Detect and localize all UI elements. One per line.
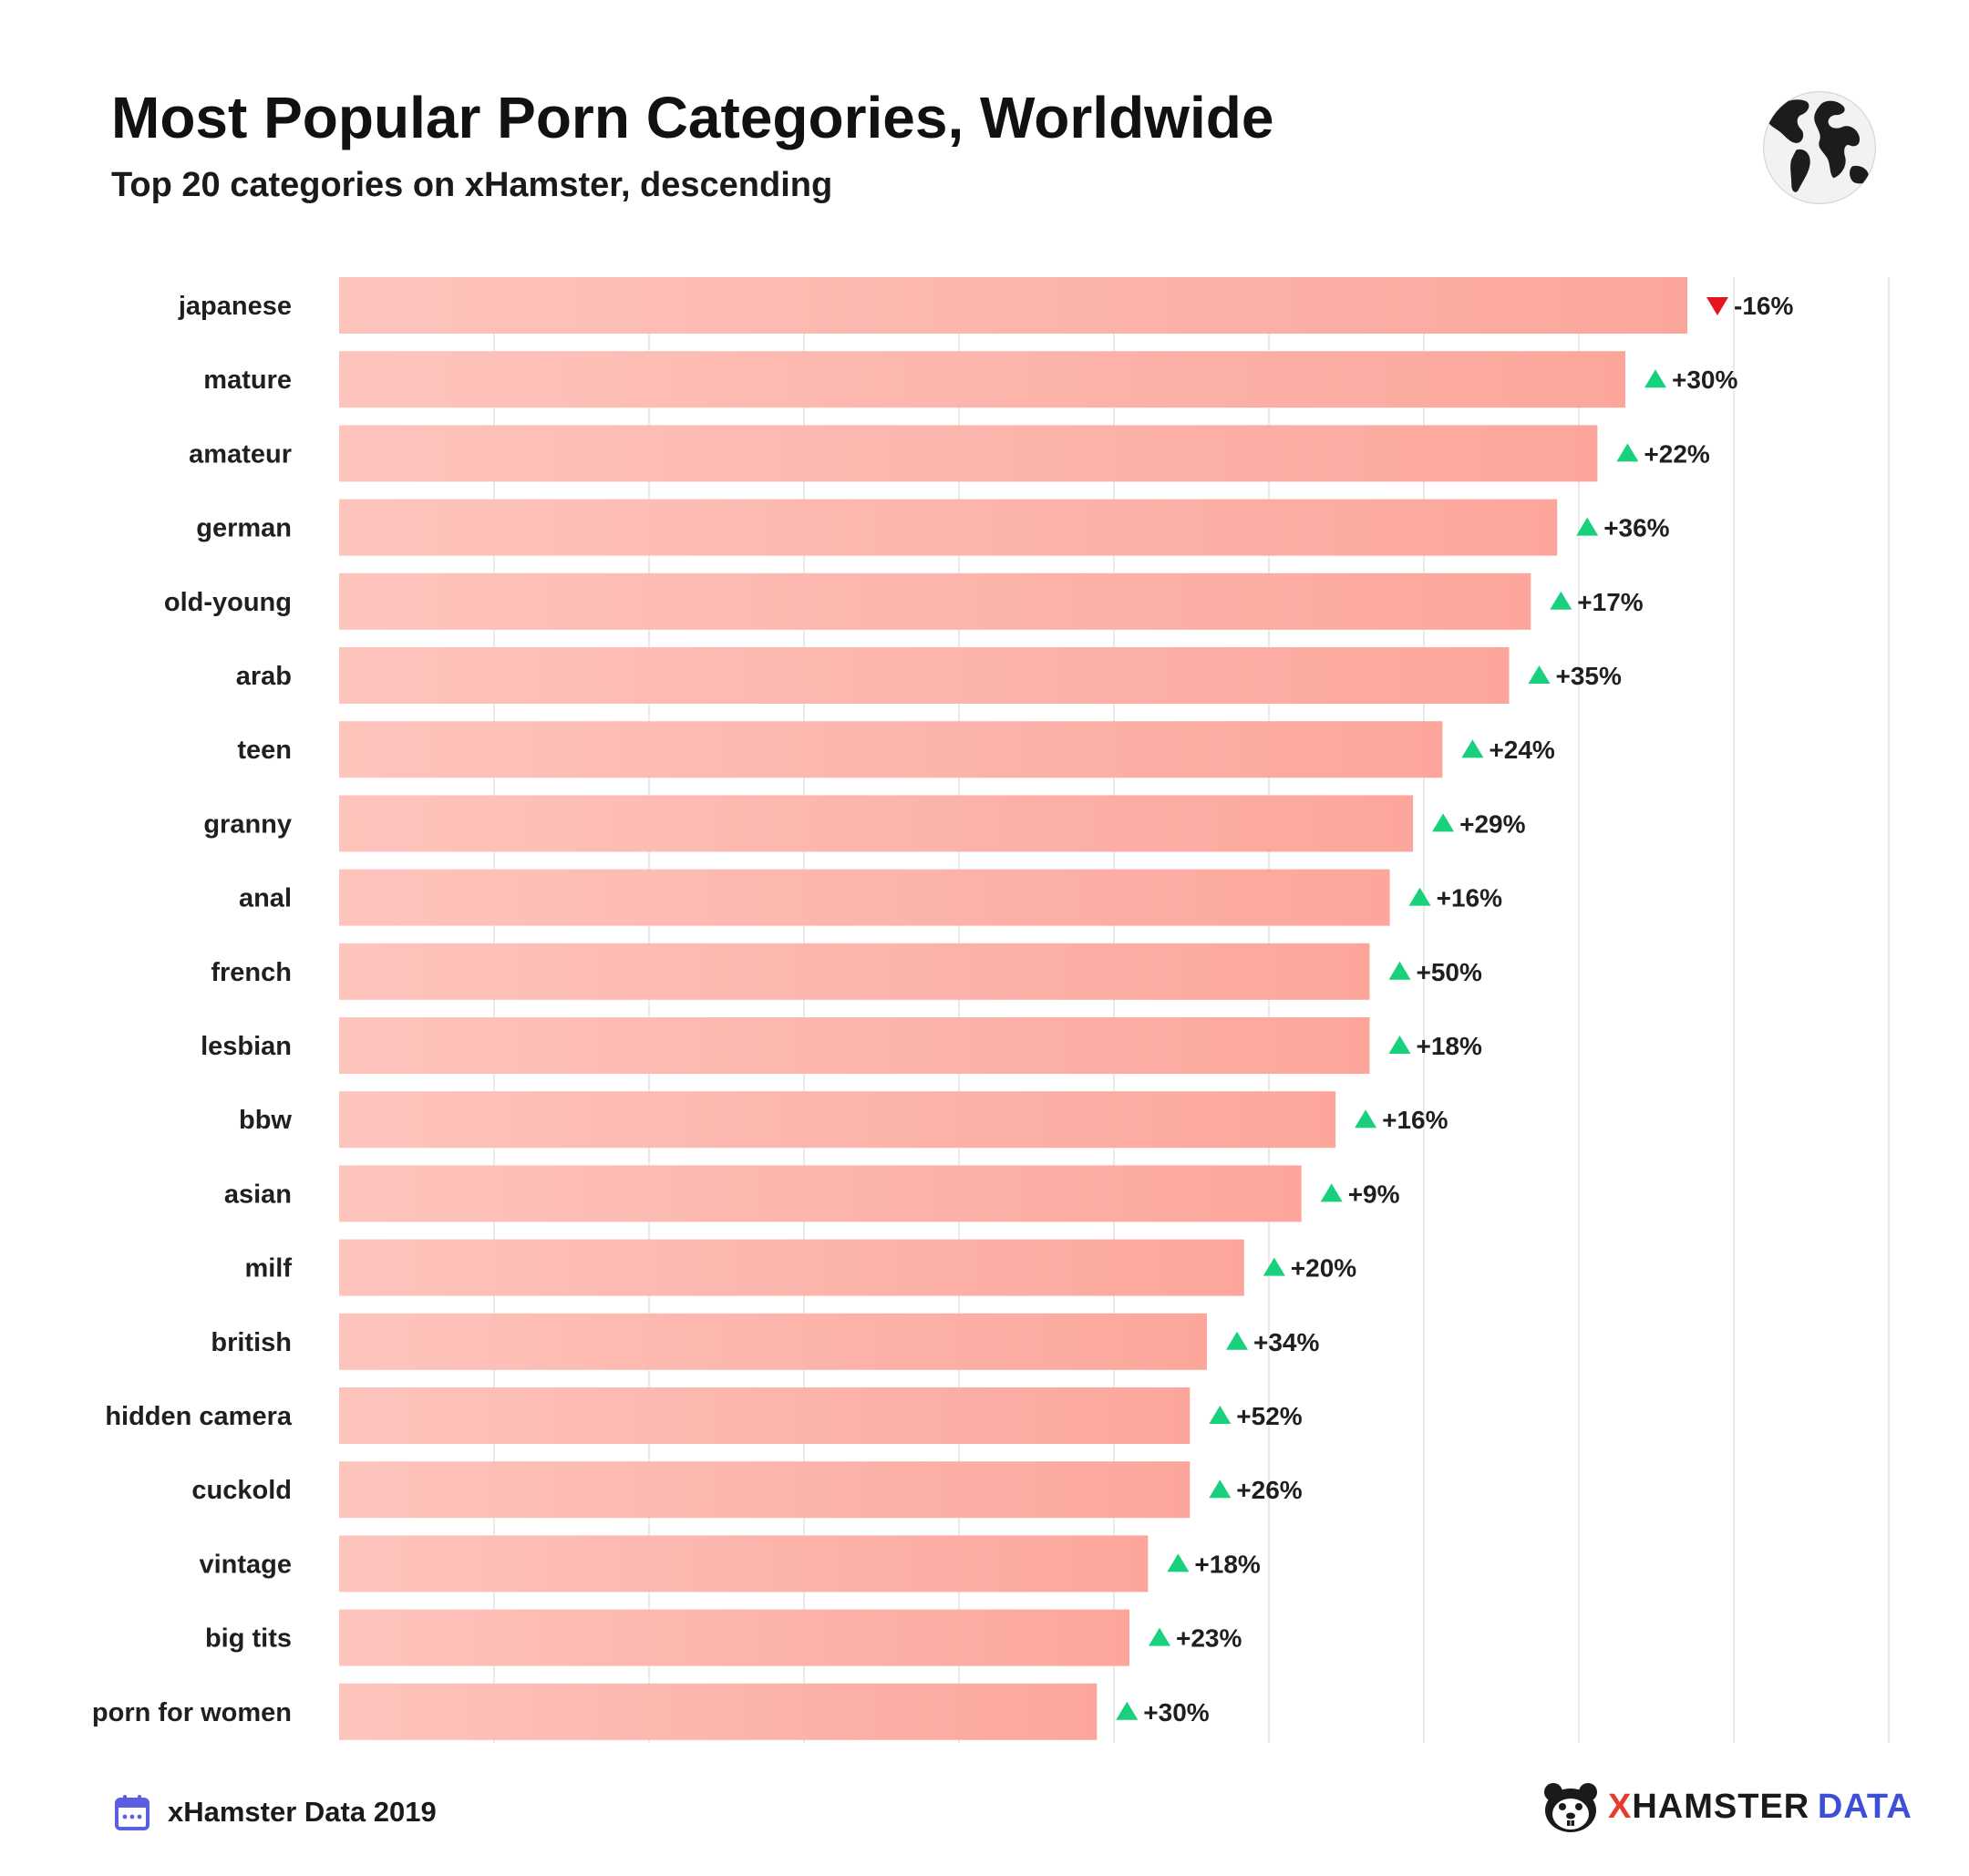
change-label: +26% bbox=[1236, 1476, 1302, 1504]
triangle-up-icon bbox=[1528, 665, 1551, 684]
brand-data: DATA bbox=[1817, 1787, 1912, 1826]
footer-source: xHamster Data 2019 bbox=[115, 1794, 437, 1830]
bar bbox=[339, 277, 1687, 334]
change-label: +36% bbox=[1603, 514, 1669, 542]
change-label: +30% bbox=[1143, 1698, 1209, 1727]
triangle-up-icon bbox=[1576, 517, 1599, 536]
grid-layer bbox=[493, 277, 1890, 1743]
change-label: +50% bbox=[1417, 958, 1482, 986]
triangle-up-icon bbox=[1408, 887, 1431, 906]
change-label: +52% bbox=[1236, 1402, 1302, 1430]
bar bbox=[339, 425, 1598, 482]
triangle-up-icon bbox=[1320, 1183, 1343, 1202]
triangle-up-icon bbox=[1432, 813, 1455, 832]
category-label: old-young bbox=[164, 588, 292, 617]
bar bbox=[339, 647, 1510, 704]
category-label: vintage bbox=[199, 1550, 292, 1579]
label-layer: japanese -16% mature +30% amateur +22% german +… bbox=[92, 292, 1794, 1727]
triangle-up-icon bbox=[1209, 1479, 1232, 1499]
bar bbox=[339, 795, 1414, 852]
bar bbox=[339, 1683, 1098, 1740]
change-label: +20% bbox=[1291, 1254, 1356, 1283]
category-label: lesbian bbox=[201, 1032, 292, 1061]
triangle-up-icon bbox=[1226, 1331, 1248, 1350]
change-label: +17% bbox=[1577, 588, 1643, 616]
change-label: +16% bbox=[1382, 1106, 1448, 1134]
change-label: +18% bbox=[1417, 1032, 1482, 1060]
triangle-up-icon bbox=[1209, 1406, 1232, 1424]
category-label: porn for women bbox=[92, 1698, 292, 1727]
category-label: arab bbox=[236, 662, 292, 691]
category-label: mature bbox=[203, 366, 292, 395]
bar bbox=[339, 1461, 1191, 1519]
change-label: +22% bbox=[1644, 439, 1709, 468]
chart-title: Most Popular Porn Categories, Worldwide bbox=[111, 85, 1274, 150]
change-label: +9% bbox=[1348, 1180, 1400, 1208]
triangle-down-icon bbox=[1706, 297, 1728, 315]
change-label: +30% bbox=[1672, 366, 1737, 394]
bar bbox=[339, 1609, 1129, 1666]
triangle-up-icon bbox=[1388, 961, 1411, 980]
bar bbox=[339, 499, 1558, 556]
category-label: amateur bbox=[189, 439, 292, 469]
bar bbox=[339, 1017, 1370, 1074]
globe-icon bbox=[1762, 90, 1877, 205]
change-label: +23% bbox=[1176, 1624, 1242, 1653]
hamster-logo-icon bbox=[1544, 1783, 1597, 1832]
bar-layer bbox=[339, 277, 1687, 1740]
bar bbox=[339, 1091, 1336, 1149]
bar bbox=[339, 1535, 1149, 1593]
brand-logo: XHAMSTER DATA bbox=[1541, 1779, 1912, 1834]
bar bbox=[339, 721, 1443, 778]
bar bbox=[339, 1313, 1207, 1370]
category-label: hidden camera bbox=[105, 1402, 293, 1431]
bar bbox=[339, 1387, 1191, 1444]
category-label: french bbox=[211, 958, 292, 987]
category-label: asian bbox=[224, 1180, 292, 1209]
change-label: +18% bbox=[1194, 1550, 1260, 1578]
bar bbox=[339, 351, 1625, 408]
change-label: +24% bbox=[1489, 736, 1554, 764]
chart-subtitle: Top 20 categories on xHamster, descendin… bbox=[111, 166, 833, 204]
triangle-up-icon bbox=[1355, 1109, 1377, 1129]
brand-x: X bbox=[1608, 1787, 1633, 1826]
triangle-up-icon bbox=[1644, 369, 1666, 388]
bar bbox=[339, 1165, 1302, 1222]
change-label: +35% bbox=[1556, 662, 1622, 690]
category-label: big tits bbox=[205, 1624, 292, 1654]
category-label: german bbox=[196, 514, 292, 543]
category-label: bbw bbox=[239, 1106, 292, 1135]
bar bbox=[339, 1239, 1244, 1296]
change-label: +34% bbox=[1253, 1328, 1319, 1356]
triangle-up-icon bbox=[1461, 739, 1484, 758]
triangle-up-icon bbox=[1550, 591, 1572, 610]
category-label: granny bbox=[203, 809, 292, 839]
source-text: xHamster Data 2019 bbox=[168, 1796, 437, 1828]
category-label: teen bbox=[237, 736, 292, 765]
category-label: milf bbox=[244, 1254, 292, 1283]
bar bbox=[339, 572, 1531, 630]
category-label: japanese bbox=[178, 292, 292, 321]
category-label: anal bbox=[239, 884, 292, 913]
triangle-up-icon bbox=[1616, 443, 1639, 462]
bar bbox=[339, 943, 1370, 1000]
triangle-up-icon bbox=[1149, 1627, 1170, 1646]
triangle-up-icon bbox=[1167, 1553, 1190, 1572]
triangle-up-icon bbox=[1263, 1257, 1285, 1276]
change-label: +29% bbox=[1459, 809, 1525, 838]
bar bbox=[339, 869, 1390, 926]
brand-hamster: HAMSTER bbox=[1632, 1787, 1810, 1826]
triangle-up-icon bbox=[1388, 1036, 1411, 1054]
category-label: cuckold bbox=[191, 1476, 292, 1505]
change-label: -16% bbox=[1734, 292, 1793, 320]
change-label: +16% bbox=[1437, 884, 1502, 912]
category-label: british bbox=[211, 1328, 292, 1357]
triangle-up-icon bbox=[1116, 1701, 1139, 1720]
calendar-icon bbox=[115, 1795, 149, 1830]
